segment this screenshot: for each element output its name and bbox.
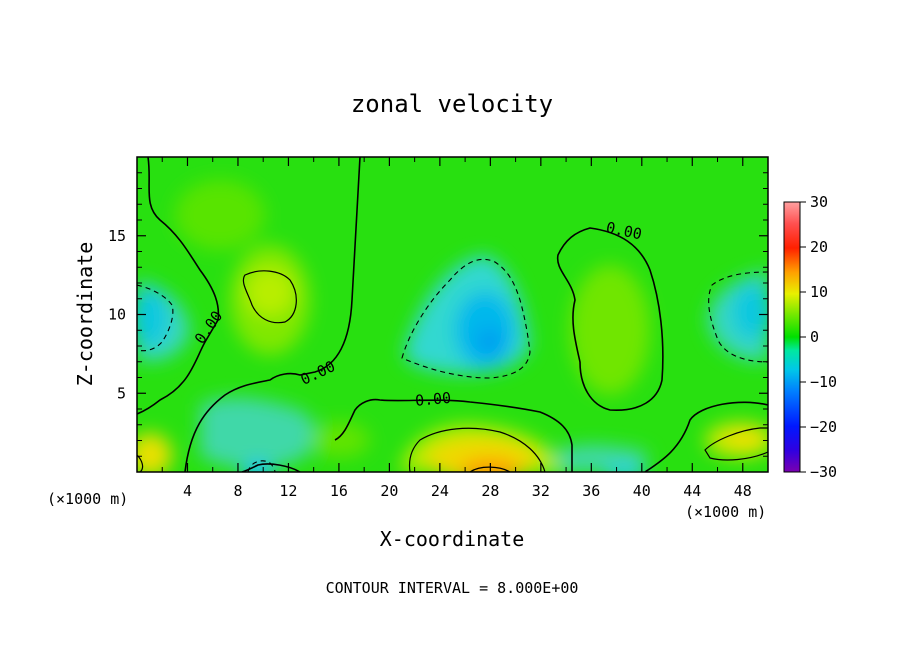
positive-contours: [137, 270, 768, 472]
x-tick-label: 8: [233, 482, 242, 500]
y-axis-label: Z-coordinate: [73, 242, 97, 387]
y-tick-label: 10: [108, 306, 126, 324]
colorbar-tick-label: −10: [810, 373, 837, 391]
x-tick-label: 12: [279, 482, 297, 500]
chart-title: zonal velocity: [351, 90, 553, 118]
x-axis-label: X-coordinate: [380, 527, 525, 551]
negative-contours: [137, 258, 768, 472]
colorbar-tick-label: 10: [810, 283, 828, 301]
contour-interval-note: CONTOUR INTERVAL = 8.000E+00: [326, 579, 579, 597]
x-tick-label: 36: [582, 482, 600, 500]
y-axis-ticks: 5 10 15: [108, 172, 768, 457]
y-tick-label: 15: [108, 227, 126, 245]
colorbar-tick-label: −30: [810, 463, 837, 481]
x-tick-label: 4: [183, 482, 192, 500]
x-tick-label: 48: [734, 482, 752, 500]
x-tick-label: 32: [532, 482, 550, 500]
plot-area: [137, 157, 768, 472]
x-tick-label: 28: [481, 482, 499, 500]
colorbar-tick-label: 20: [810, 238, 828, 256]
x-tick-label: 44: [683, 482, 701, 500]
x-tick-label: 40: [633, 482, 651, 500]
colorbar-tick-label: 0: [810, 328, 819, 346]
x-tick-label: 16: [330, 482, 348, 500]
field-color-blobs: [137, 180, 768, 472]
x-axis-ticks: 4 8 12 16 20 24 28 32 36 40 44 48: [161, 157, 752, 500]
x-unit-label: (×1000 m): [685, 503, 766, 521]
contour-label: 0.00: [414, 389, 452, 410]
x-tick-label: 24: [431, 482, 449, 500]
y-tick-label: 5: [117, 384, 126, 402]
x-tick-label: 20: [380, 482, 398, 500]
colorbar-tick-label: 30: [810, 193, 828, 211]
z-unit-label: (×1000 m): [47, 490, 128, 508]
colorbar-ticks: 30 20 10 0 −10 −20 −30: [800, 193, 837, 481]
colorbar-gradient: [783, 201, 801, 473]
colorbar: 30 20 10 0 −10 −20 −30: [783, 193, 837, 481]
colorbar-tick-label: −20: [810, 418, 837, 436]
